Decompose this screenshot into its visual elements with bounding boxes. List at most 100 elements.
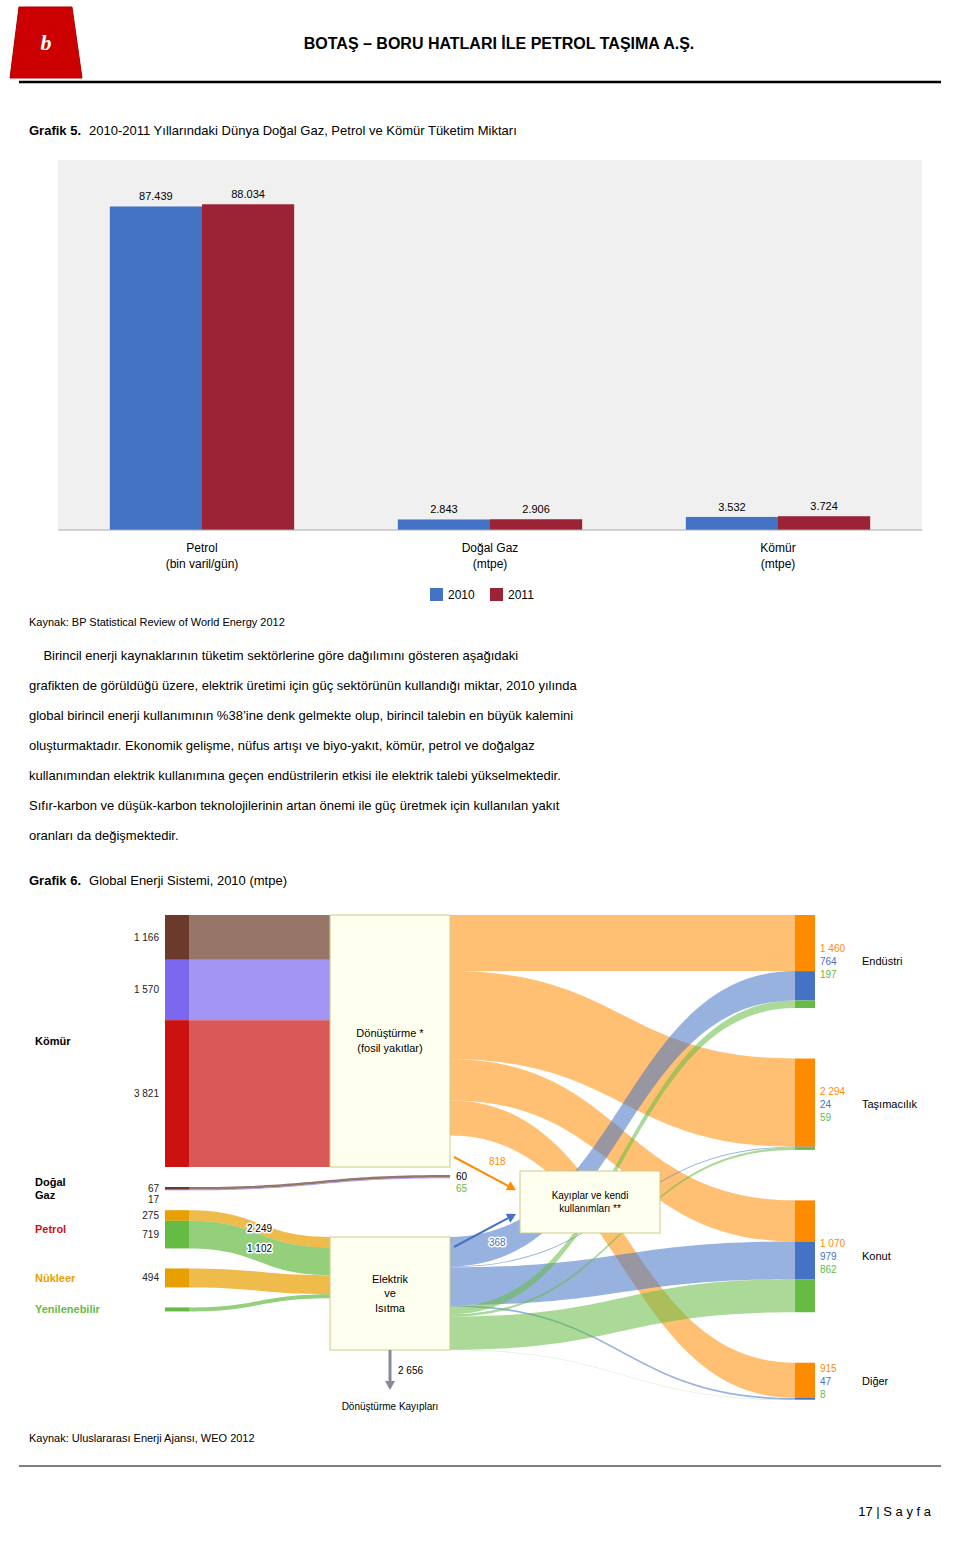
text-line: 2 656	[398, 1365, 423, 1376]
text-line: 1 070	[820, 1238, 845, 1249]
input-flow	[189, 1175, 450, 1190]
sector-value-label: 59	[820, 1112, 832, 1123]
legend-label: 2010	[448, 588, 475, 602]
sector-segment	[795, 915, 815, 971]
text-line: 17 | S a y f a	[858, 1504, 932, 1519]
text-line: ve	[384, 1287, 396, 1299]
output-flow	[450, 1059, 795, 1241]
text-line: 368	[489, 1237, 506, 1248]
text-line: 88.034	[231, 188, 265, 200]
text-line: 2.843	[430, 503, 458, 515]
page-title: BOTAŞ – BORU HATLARI İLE PETROL TAŞIMA A…	[304, 35, 695, 52]
body-text: kullanımından elektrik kullanımına geçen…	[29, 768, 561, 783]
sector-value-label: 2 294	[820, 1086, 845, 1097]
data-label: 2.843	[430, 503, 458, 515]
page: bBOTAŞ – BORU HATLARI İLE PETROL TAŞIMA …	[0, 0, 960, 1545]
process-box	[330, 915, 450, 1167]
text-line: oranları da değişmektedir.	[29, 828, 179, 843]
text-line: Kaynak: Uluslararası Enerji Ajansı, WEO …	[29, 1432, 255, 1444]
text-line: 862	[820, 1264, 837, 1275]
text-line: Yenilenebilir	[35, 1303, 101, 1315]
input-value-label: 67	[148, 1183, 160, 1194]
loss-label: Dönüştürme Kayıpları	[342, 1401, 439, 1412]
text-line: Petrol	[35, 1223, 66, 1235]
input-value-label: 1 166	[134, 932, 159, 943]
text-line: 2.906	[522, 503, 550, 515]
source-note: Kaynak: BP Statistical Review of World E…	[29, 616, 285, 628]
text-line: 1 166	[134, 932, 159, 943]
text-line: Global Enerji Sistemi, 2010 (mtpe)	[89, 873, 287, 888]
text-line: Kömür	[760, 541, 795, 555]
text-line: 1 460	[820, 943, 845, 954]
sector-segment	[795, 1148, 815, 1150]
text-line: Grafik 6.	[29, 873, 81, 888]
input-value-label: 3 821	[134, 1088, 159, 1099]
text-line: 2 249	[247, 1223, 272, 1234]
bar	[110, 206, 202, 530]
sector-value-label: 47	[820, 1376, 832, 1387]
bar	[202, 204, 294, 530]
sector-label: Konut	[862, 1250, 891, 1262]
sector-value-label: 915	[820, 1363, 837, 1374]
input-value-label: 494	[142, 1272, 159, 1283]
source-label: DoğalGaz	[35, 1176, 66, 1201]
text-line: (mtpe)	[761, 557, 796, 571]
sector-segment	[795, 1363, 815, 1398]
sector-segment	[795, 1241, 815, 1279]
sector-segment	[795, 1200, 815, 1241]
input-flow	[189, 1020, 330, 1167]
text-line: Kömür	[35, 1035, 71, 1047]
text-line: Gaz	[35, 1189, 56, 1201]
data-label: 87.439	[139, 190, 173, 202]
text-line: 275	[142, 1210, 159, 1221]
text-line: Endüstri	[862, 955, 902, 967]
flows	[189, 915, 795, 1400]
box-label: Dönüştürme *(fosil yakıtlar)	[356, 1027, 424, 1054]
text-line: 197	[820, 969, 837, 980]
sector-label: Diğer	[862, 1375, 889, 1387]
arrow-head	[385, 1381, 395, 1390]
source-bar	[165, 1187, 189, 1190]
text-line: (fosil yakıtlar)	[357, 1042, 422, 1054]
text-line: 3 821	[134, 1088, 159, 1099]
chart-subtitle: Global Enerji Sistemi, 2010 (mtpe)	[89, 873, 287, 888]
plot-background	[58, 160, 922, 530]
arrow-shaft	[454, 1218, 508, 1247]
data-label: 2.906	[522, 503, 550, 515]
x-tick-label: Doğal Gaz(mtpe)	[462, 541, 519, 571]
source-bar	[165, 915, 189, 960]
text-line: Elektrik	[372, 1273, 409, 1285]
sector-segment	[795, 1059, 815, 1147]
bar	[686, 517, 778, 530]
text-line: Konut	[862, 1250, 891, 1262]
sector-segment	[795, 971, 815, 1000]
text-line: 47	[820, 1376, 832, 1387]
text-line: Kayıplar ve kendi	[552, 1190, 629, 1201]
sector-value-label: 197	[820, 969, 837, 980]
legend: 20102011	[430, 588, 534, 602]
flow-value-label: 2 249	[247, 1223, 272, 1234]
arrow-head	[506, 1214, 516, 1223]
text-line: 818	[489, 1156, 506, 1167]
text-line: 719	[142, 1229, 159, 1240]
sankey-labels: Kömür DoğalGaz Petrol Nükleer Yenilenebilir 1…	[35, 932, 918, 1412]
page-number: 17 | S a y f a	[858, 1504, 932, 1519]
source-bar	[165, 1210, 189, 1221]
sector-value-label: 764	[820, 956, 837, 967]
sector-value-label: 24	[820, 1099, 832, 1110]
text-line: BOTAŞ – BORU HATLARI İLE PETROL TAŞIMA A…	[304, 35, 695, 52]
source-bar	[165, 1020, 189, 1167]
source-label: Nükleer	[35, 1272, 76, 1284]
text-line: (bin varil/gün)	[166, 557, 239, 571]
input-value-label: 17	[148, 1194, 160, 1205]
output-flow	[450, 1000, 795, 1314]
text-line: 59	[820, 1112, 832, 1123]
flow-value-label: 65	[456, 1183, 468, 1194]
text-line: Dönüştürme Kayıpları	[342, 1401, 439, 1412]
text-line: oluşturmaktadır. Ekonomik gelişme, nüfus…	[29, 738, 535, 753]
x-axis-line	[58, 530, 922, 531]
transfer-arrow	[454, 1214, 516, 1247]
source-note: Kaynak: Uluslararası Enerji Ajansı, WEO …	[29, 1432, 255, 1444]
sector-value-label: 1 460	[820, 943, 845, 954]
logo-shield	[10, 7, 82, 78]
